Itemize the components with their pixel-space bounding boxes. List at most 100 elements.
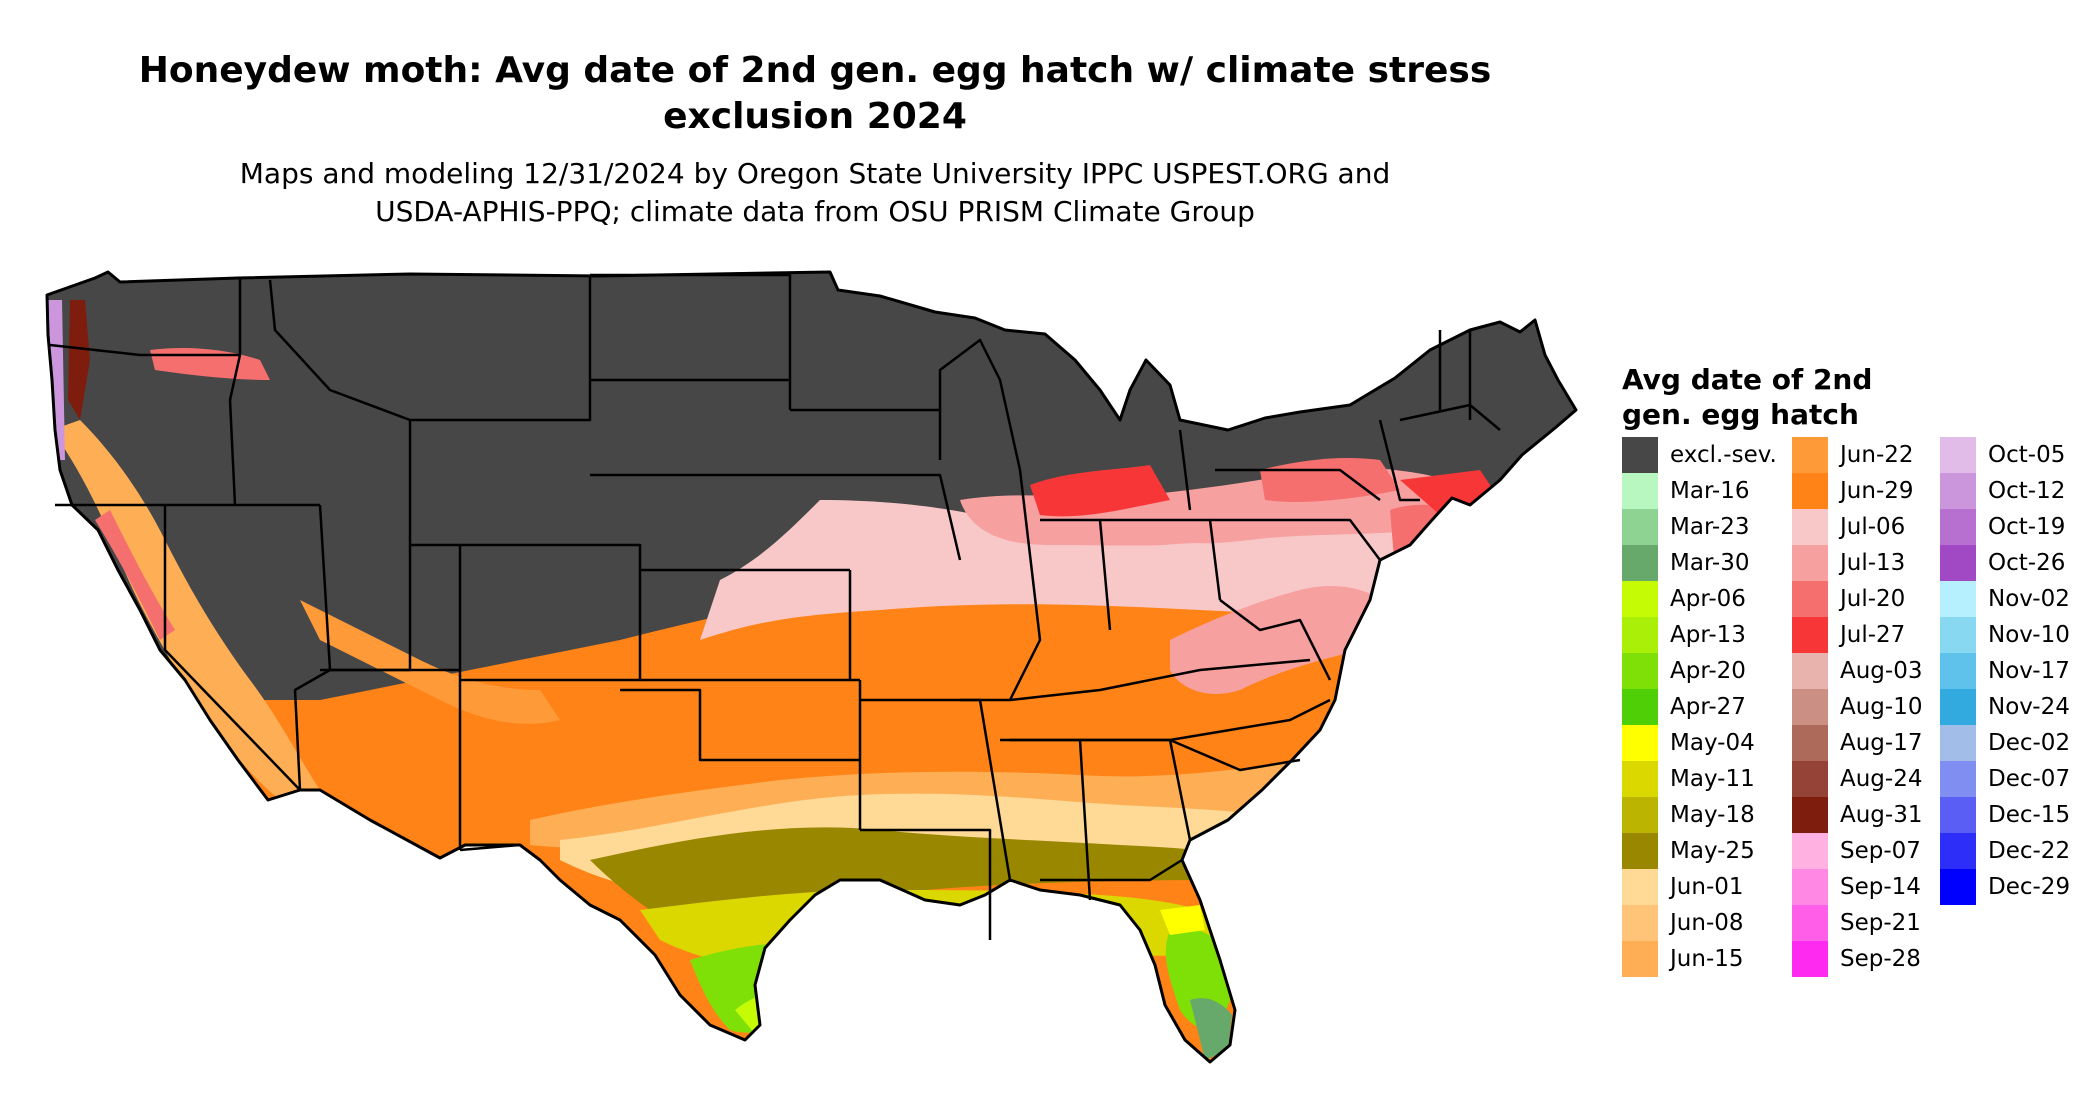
wa-or-border xyxy=(49,343,240,357)
az-nm-border xyxy=(330,668,462,850)
ca-nv-border xyxy=(163,505,301,791)
co-border xyxy=(460,543,642,682)
il-border xyxy=(1008,469,1042,701)
legend-item: Jul-20 xyxy=(1792,581,1982,617)
legend-label: Nov-24 xyxy=(1988,694,2070,720)
us-boundary xyxy=(45,270,1578,1064)
legend-swatch xyxy=(1622,869,1658,905)
legend-label: Sep-07 xyxy=(1840,838,1921,864)
pa-south-border xyxy=(1210,518,1381,561)
legend-label: Jul-13 xyxy=(1840,550,1906,576)
ia-mo-border xyxy=(820,473,962,561)
legend-item: Jun-29 xyxy=(1792,473,1982,509)
legend-swatch xyxy=(1622,509,1658,545)
legend-swatch xyxy=(1792,725,1828,761)
legend-swatch xyxy=(1792,833,1828,869)
legend-item: Mar-16 xyxy=(1622,473,1812,509)
legend-label: Jun-22 xyxy=(1840,442,1914,468)
legend-item: Jun-01 xyxy=(1622,869,1812,905)
legend-item: Sep-21 xyxy=(1792,905,1982,941)
tn-south-border xyxy=(1000,698,1331,742)
legend-label: Jun-08 xyxy=(1670,910,1744,936)
nc-sc-border xyxy=(1169,738,1301,772)
legend-swatch xyxy=(1622,905,1658,941)
legend-item: Dec-15 xyxy=(1940,797,2100,833)
map-title: Honeydew moth: Avg date of 2nd gen. egg … xyxy=(60,48,1570,140)
legend-label: Apr-13 xyxy=(1670,622,1746,648)
legend-swatch xyxy=(1622,833,1658,869)
legend-swatch xyxy=(1940,473,1976,509)
legend-label: Jun-15 xyxy=(1670,946,1744,972)
legend-item: Mar-23 xyxy=(1622,509,1812,545)
map-subtitle: Maps and modeling 12/31/2024 by Oregon S… xyxy=(60,155,1570,231)
legend-item: Jul-27 xyxy=(1792,617,1982,653)
legend-item: May-11 xyxy=(1622,761,1812,797)
legend-label: May-11 xyxy=(1670,766,1755,792)
legend-label: Apr-27 xyxy=(1670,694,1746,720)
legend-swatch xyxy=(1622,617,1658,653)
region-may-04-fl xyxy=(1160,905,1205,935)
map-subtitle-line2: USDA-APHIS-PPQ; climate data from OSU PR… xyxy=(375,195,1255,228)
legend-swatch xyxy=(1940,725,1976,761)
legend-swatch xyxy=(1792,437,1828,473)
wi-border xyxy=(938,338,1022,471)
legend-swatch xyxy=(1622,689,1658,725)
legend-label: Dec-02 xyxy=(1988,730,2071,756)
legend-label: Aug-03 xyxy=(1840,658,1923,684)
wv-va-border xyxy=(1219,599,1332,681)
legend-swatch xyxy=(1622,761,1658,797)
legend-swatch xyxy=(1622,725,1658,761)
legend-label: Apr-20 xyxy=(1670,658,1746,684)
ok-tx-border xyxy=(620,688,860,762)
legend-label: Nov-17 xyxy=(1988,658,2070,684)
region-jul-20-ca xyxy=(95,510,175,640)
legend-label: Apr-06 xyxy=(1670,586,1746,612)
legend-label: Dec-15 xyxy=(1988,802,2071,828)
legend-column: Oct-05 Oct-12 Oct-19 Oct-26 Nov-02 Nov-10 Nov-… xyxy=(1940,437,2100,905)
legend-item: May-04 xyxy=(1622,725,1812,761)
ar-la-border xyxy=(860,828,992,940)
legend-swatch xyxy=(1940,509,1976,545)
legend-label: Oct-19 xyxy=(1988,514,2066,540)
legend-item: Apr-13 xyxy=(1622,617,1812,653)
legend-swatch xyxy=(1792,869,1828,905)
legend-label: May-25 xyxy=(1670,838,1755,864)
mt-wy-border xyxy=(410,275,592,422)
legend-item: Nov-17 xyxy=(1940,653,2100,689)
legend-label: Jul-06 xyxy=(1840,514,1906,540)
legend-label: Sep-14 xyxy=(1840,874,1921,900)
nm-mx-border xyxy=(459,843,521,852)
legend-item: Sep-07 xyxy=(1792,833,1982,869)
map-title-line1: Honeydew moth: Avg date of 2nd gen. egg … xyxy=(138,50,1492,91)
fl-north-border xyxy=(1040,858,1183,882)
legend-item: Jun-15 xyxy=(1622,941,1812,977)
legend-item: Oct-26 xyxy=(1940,545,2100,581)
legend-item: Sep-14 xyxy=(1792,869,1982,905)
legend-item: Nov-24 xyxy=(1940,689,2100,725)
pa-ny-border xyxy=(1215,468,1381,501)
legend-item: May-18 xyxy=(1622,797,1812,833)
legend-swatch xyxy=(1622,437,1658,473)
region-oct-12-coast xyxy=(48,300,65,460)
ms-west-border xyxy=(988,759,1012,881)
legend-swatch xyxy=(1940,797,1976,833)
legend-swatch xyxy=(1622,581,1658,617)
legend-label: Jul-20 xyxy=(1840,586,1906,612)
legend-swatch xyxy=(1792,797,1828,833)
legend-swatch xyxy=(1940,581,1976,617)
ny-east-border xyxy=(1378,419,1420,502)
legend-swatch xyxy=(1792,509,1828,545)
legend-item: Jun-22 xyxy=(1792,437,1982,473)
legend-column: excl.-sev. Mar-16 Mar-23 Mar-30 Apr-06 Apr-13… xyxy=(1622,437,1812,977)
legend-title: Avg date of 2nd gen. egg hatch xyxy=(1622,362,1952,432)
legend-swatch xyxy=(1940,833,1976,869)
legend-item: May-25 xyxy=(1622,833,1812,869)
legend-swatch xyxy=(1792,617,1828,653)
legend-item: Apr-06 xyxy=(1622,581,1812,617)
legend-item: Oct-19 xyxy=(1940,509,2100,545)
legend-swatch xyxy=(1940,437,1976,473)
legend-label: Jun-29 xyxy=(1840,478,1914,504)
legend-swatch xyxy=(1940,869,1976,905)
legend-item: Dec-02 xyxy=(1940,725,2100,761)
